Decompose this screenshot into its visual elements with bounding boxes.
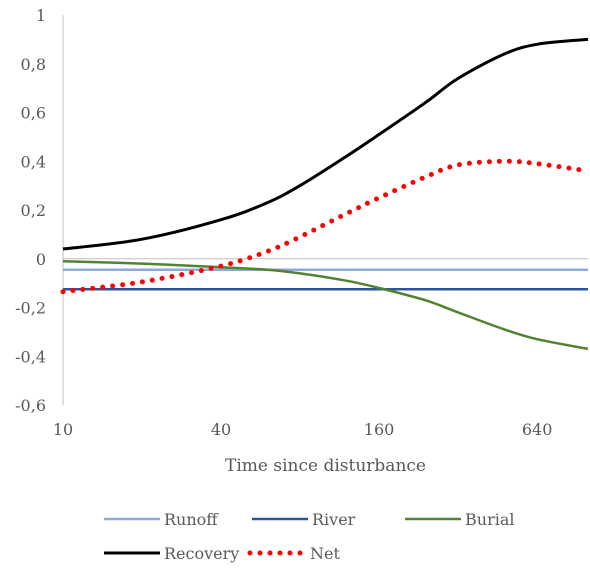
series-layer	[60, 37, 590, 351]
x-tick-label: 10	[53, 420, 73, 439]
y-axis-tick-labels: -0,6 -0,4 -0,2 0 0,2 0,4 0,6 0,8 1	[15, 6, 46, 415]
x-tick-label: 640	[522, 420, 553, 439]
x-axis-title: Time since disturbance	[225, 456, 426, 476]
series-line-net	[60, 158, 590, 295]
x-axis-tick-labels: 10 40 160 640	[53, 420, 553, 439]
legend: Runoff River Burial Recovery Net	[104, 510, 514, 563]
y-tick-label: 0,8	[21, 55, 46, 74]
y-tick-label: 0,2	[21, 201, 46, 220]
y-tick-label: -0,4	[15, 347, 46, 366]
y-tick-label: 0,4	[21, 152, 46, 171]
legend-label-river: River	[312, 510, 356, 529]
y-tick-label: -0,2	[15, 299, 46, 318]
series-line-recovery	[62, 37, 589, 251]
legend-label-net: Net	[310, 544, 340, 563]
legend-label-recovery: Recovery	[164, 544, 239, 563]
y-tick-label: 1	[36, 6, 46, 25]
y-tick-label: 0	[36, 250, 46, 269]
series-line-burial	[62, 259, 589, 351]
legend-label-runoff: Runoff	[164, 510, 219, 529]
x-tick-label: 40	[211, 420, 231, 439]
legend-label-burial: Burial	[465, 510, 514, 529]
x-tick-label: 160	[364, 420, 395, 439]
y-tick-label: 0,6	[21, 104, 46, 123]
y-tick-label: -0,6	[15, 396, 46, 415]
